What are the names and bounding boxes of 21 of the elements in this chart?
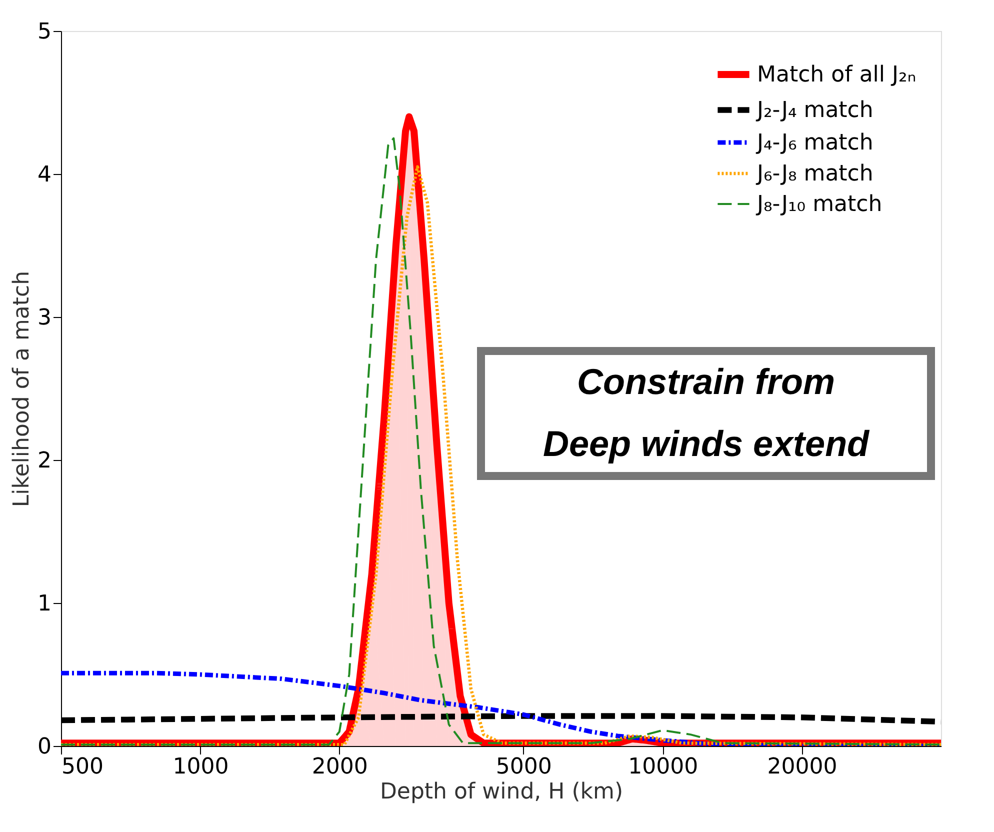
y-tick-label: 5 — [38, 20, 52, 44]
x-tick-label: 20000 — [767, 754, 838, 780]
y-tick-label: 2 — [38, 448, 52, 474]
x-tick-label: 2000 — [312, 754, 368, 780]
legend-label: J₆-J₈ match — [755, 162, 874, 186]
x-tick-label: 5000 — [496, 754, 552, 780]
x-tick-label: 1000 — [172, 754, 229, 780]
x-axis-title: Depth of wind, H (km) — [380, 780, 624, 804]
legend-label: J₈-J₁₀ match — [755, 192, 882, 217]
legend-label: J₂-J₄ match — [755, 98, 874, 123]
y-tick-label: 3 — [38, 306, 52, 330]
y-tick-label: 0 — [38, 734, 52, 760]
annotation: Deep winds extend — [542, 423, 870, 464]
y-tick-label: 4 — [38, 162, 52, 188]
legend-label: J₄-J₆ match — [755, 130, 874, 156]
y-axis-title: Likelihood of a match — [10, 270, 35, 508]
annotation: Constrain from — [576, 361, 836, 402]
y-tick-label: 1 — [38, 592, 52, 616]
x-tick-label: 500 — [62, 754, 104, 780]
legend-label: Match of all J₂ₙ — [757, 62, 916, 88]
x-tick-label: 10000 — [628, 754, 698, 780]
